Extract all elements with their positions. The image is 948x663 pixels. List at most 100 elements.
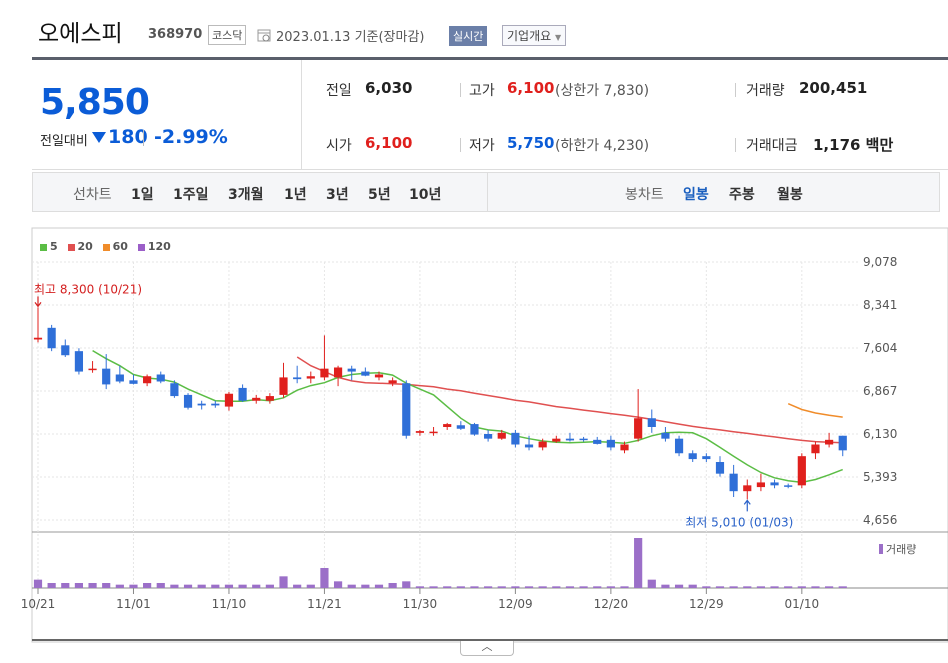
company-overview-button[interactable]: 기업개요 ▼	[502, 25, 567, 46]
candle-body	[429, 431, 438, 434]
volume-bar	[224, 584, 234, 588]
period-1y[interactable]: 1년	[284, 187, 307, 203]
candle-body	[388, 380, 397, 384]
candle-body	[293, 377, 302, 380]
y-tick-label: 6,867	[863, 384, 897, 398]
volume-bar	[293, 584, 302, 588]
x-tick-label: 10/21	[21, 597, 56, 611]
volume-bar	[415, 586, 425, 588]
volume-bar	[47, 583, 56, 588]
volume-bar	[484, 586, 493, 588]
volume-bar	[279, 576, 288, 588]
candle-body	[620, 444, 629, 451]
x-tick-label: 12/29	[689, 597, 724, 611]
candle-body	[74, 351, 84, 372]
candle-body	[579, 438, 588, 441]
volume-bar	[797, 586, 806, 588]
legend-label: 20	[77, 240, 93, 253]
candle-body	[102, 368, 111, 385]
y-tick-label: 9,078	[863, 255, 897, 269]
candle-weekly[interactable]: 주봉	[729, 187, 755, 203]
candle-body	[265, 396, 274, 401]
candle-body	[811, 444, 820, 454]
volume-bar	[170, 584, 179, 588]
candle-monthly[interactable]: 월봉	[777, 187, 803, 203]
volume-bar	[524, 586, 534, 588]
candle-body	[129, 380, 138, 384]
change-separator	[143, 130, 144, 146]
candle-body	[797, 456, 806, 486]
collapse-handle[interactable]: ︿	[460, 641, 514, 656]
candle-body	[702, 456, 711, 460]
candle-body	[402, 383, 411, 436]
period-3m[interactable]: 3개월	[228, 187, 264, 203]
candle-body	[606, 439, 615, 448]
period-5y[interactable]: 5년	[368, 187, 391, 203]
volume-bar	[634, 538, 643, 588]
open-label: 시가	[326, 138, 352, 154]
period-divider	[487, 173, 488, 211]
period-3y[interactable]: 3년	[326, 187, 349, 203]
candle-body	[443, 424, 452, 427]
ma60-line	[787, 403, 843, 418]
candle-body	[374, 374, 384, 378]
candle-body	[743, 485, 752, 492]
volume-bar	[606, 586, 615, 588]
volume-bar	[470, 586, 479, 588]
candle-daily[interactable]: 일봉	[683, 187, 709, 203]
volume-bar	[102, 583, 111, 588]
volume-bar	[579, 586, 588, 588]
candle-body	[347, 368, 356, 372]
realtime-button[interactable]: 실시간	[449, 26, 488, 46]
x-tick-label: 12/20	[594, 597, 629, 611]
open-value: 6,100	[365, 134, 413, 152]
candle-body	[197, 403, 206, 406]
stock-name: 오에스피	[38, 21, 123, 47]
legend-label: 5	[50, 240, 58, 253]
candle-body	[88, 368, 97, 371]
stat-separator	[735, 83, 736, 97]
candle-body	[143, 376, 152, 384]
period-10y[interactable]: 10년	[409, 187, 442, 203]
candle-body	[729, 473, 738, 492]
volume-bar	[756, 586, 765, 588]
volume-bar	[538, 586, 547, 588]
market-badge: 코스닥	[208, 25, 247, 45]
candle-body	[61, 345, 70, 356]
period-1d[interactable]: 1일	[131, 187, 154, 203]
volume-bar	[688, 584, 697, 588]
stat-separator	[460, 138, 461, 152]
candle-body	[674, 438, 684, 454]
volume-bar	[552, 586, 561, 588]
candle-body	[320, 368, 329, 378]
candle-body	[156, 374, 165, 382]
y-tick-label: 6,130	[863, 427, 897, 441]
volume-legend-swatch	[879, 544, 883, 554]
stock-code: 368970	[148, 27, 203, 42]
candle-body	[333, 367, 343, 378]
candle-body	[211, 403, 220, 406]
volume-bar	[674, 584, 684, 588]
candle-body	[183, 394, 193, 408]
volume-bar	[374, 584, 384, 588]
change-value: 180	[108, 126, 148, 148]
x-tick-label: 11/10	[212, 597, 247, 611]
volume-bar	[252, 584, 261, 588]
legend-label: 120	[147, 240, 171, 253]
volume-bar	[388, 583, 397, 588]
volume-bar	[129, 584, 138, 588]
candle-body	[661, 432, 670, 439]
candle-body	[170, 383, 179, 397]
period-1w[interactable]: 1주일	[173, 187, 209, 203]
candle-body	[647, 418, 656, 427]
legend-ma5: 5	[40, 240, 58, 253]
candle-body	[825, 439, 834, 445]
volume-bar	[784, 586, 793, 588]
volume-bar	[402, 581, 411, 588]
high-annotation: 최고 8,300 (10/21)	[34, 282, 142, 296]
x-tick-label: 11/30	[403, 597, 438, 611]
y-tick-label: 5,393	[863, 470, 897, 484]
volume-bar	[115, 584, 124, 588]
candle-body	[538, 441, 547, 448]
